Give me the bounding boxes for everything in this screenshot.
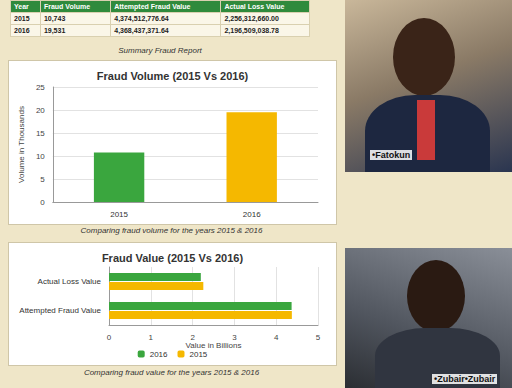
svg-text:2016: 2016 [243, 210, 261, 219]
svg-text:Actual Loss Value: Actual Loss Value [38, 277, 102, 286]
html-text:19,531: 19,531 [43, 27, 66, 34]
html-text:Actual Loss Value: Actual Loss Value [224, 3, 285, 10]
svg-text:2015: 2015 [110, 210, 128, 219]
svg-text:15: 15 [36, 129, 45, 138]
svg-text:2: 2 [190, 333, 195, 342]
html-text:Year: Year [14, 3, 29, 10]
svg-text:Volume in Thousands: Volume in Thousands [17, 106, 26, 183]
html-text:2015: 2015 [14, 15, 30, 22]
svg-text:Attempted Fraud Value: Attempted Fraud Value [19, 306, 101, 315]
svg-text:5: 5 [316, 333, 321, 342]
html-text:•Fatokun: •Fatokun [372, 150, 411, 160]
svg-text:1: 1 [149, 333, 154, 342]
html-text:4,368,437,371.64: 4,368,437,371.64 [114, 27, 169, 34]
svg-text:2015: 2015 [190, 350, 208, 359]
html-text:Comparing fraud volume for the: Comparing fraud volume for the years 201… [80, 226, 263, 235]
html-text:Attempted Fraud Value: Attempted Fraud Value [114, 3, 191, 10]
html-text:2,256,312,660.00: 2,256,312,660.00 [224, 15, 279, 22]
html-text:2,196,509,038.78: 2,196,509,038.78 [224, 27, 279, 34]
svg-text:10: 10 [36, 152, 45, 161]
svg-text:Fraud Volume (2015 Vs 2016): Fraud Volume (2015 Vs 2016) [97, 70, 249, 82]
html-text:•Zubair•Zubair: •Zubair•Zubair [434, 374, 496, 384]
html-text:2016: 2016 [14, 27, 30, 34]
html-text:Summary Fraud Report: Summary Fraud Report [118, 46, 202, 55]
svg-text:25: 25 [36, 83, 45, 92]
svg-text:0: 0 [107, 333, 112, 342]
html-text:10,743: 10,743 [43, 15, 66, 22]
svg-text:20: 20 [36, 106, 45, 115]
svg-text:4: 4 [274, 333, 279, 342]
html-text:Fraud Volume: Fraud Volume [43, 3, 90, 10]
svg-text:Value in Billions: Value in Billions [185, 341, 242, 351]
svg-text:0: 0 [40, 198, 45, 207]
html-text:4,374,512,776.64: 4,374,512,776.64 [114, 15, 169, 22]
svg-text:5: 5 [40, 175, 45, 184]
svg-text:Fraud Value (2015 Vs 2016): Fraud Value (2015 Vs 2016) [102, 252, 244, 264]
svg-text:3: 3 [232, 333, 237, 342]
svg-text:2016: 2016 [150, 350, 168, 359]
html-text:Comparing fraud value for the: Comparing fraud value for the years 2015… [83, 368, 260, 377]
